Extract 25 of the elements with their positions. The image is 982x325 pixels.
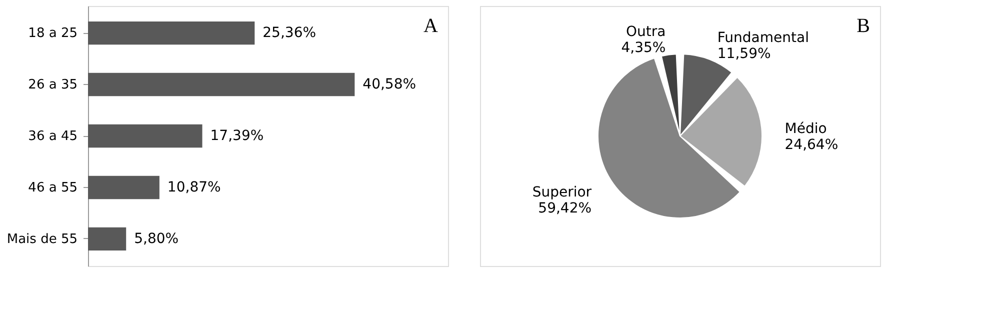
- data-label: 40,58%: [362, 76, 416, 93]
- bar: [88, 21, 255, 45]
- bar: [88, 176, 160, 200]
- data-label: 17,39%: [210, 128, 264, 144]
- y-tick-label: 46 a 55: [28, 180, 78, 196]
- data-label: 4,35%: [621, 40, 666, 56]
- text: A: [424, 15, 439, 37]
- slice-label: Médio: [784, 120, 827, 137]
- y-tick-label: 26 a 35: [28, 78, 78, 93]
- slice-label: Superior: [532, 184, 592, 201]
- slice-label: Fundamental: [717, 30, 809, 46]
- slice-label: Outra: [626, 24, 666, 40]
- data-label: 24,64%: [784, 136, 838, 153]
- y-tick-label: 18 a 25: [28, 26, 78, 42]
- text: B: [856, 15, 870, 37]
- bar: [88, 227, 126, 251]
- y-tick-label: Mais de 55: [6, 232, 78, 247]
- data-label: 5,80%: [134, 230, 179, 247]
- data-label: 25,36%: [262, 25, 316, 42]
- y-tick-label: 36 a 45: [28, 129, 78, 144]
- bar: [88, 72, 355, 96]
- data-label: 10,87%: [167, 179, 221, 196]
- bar: [88, 124, 202, 148]
- data-label: 11,59%: [717, 46, 771, 62]
- data-label: 59,42%: [538, 200, 592, 217]
